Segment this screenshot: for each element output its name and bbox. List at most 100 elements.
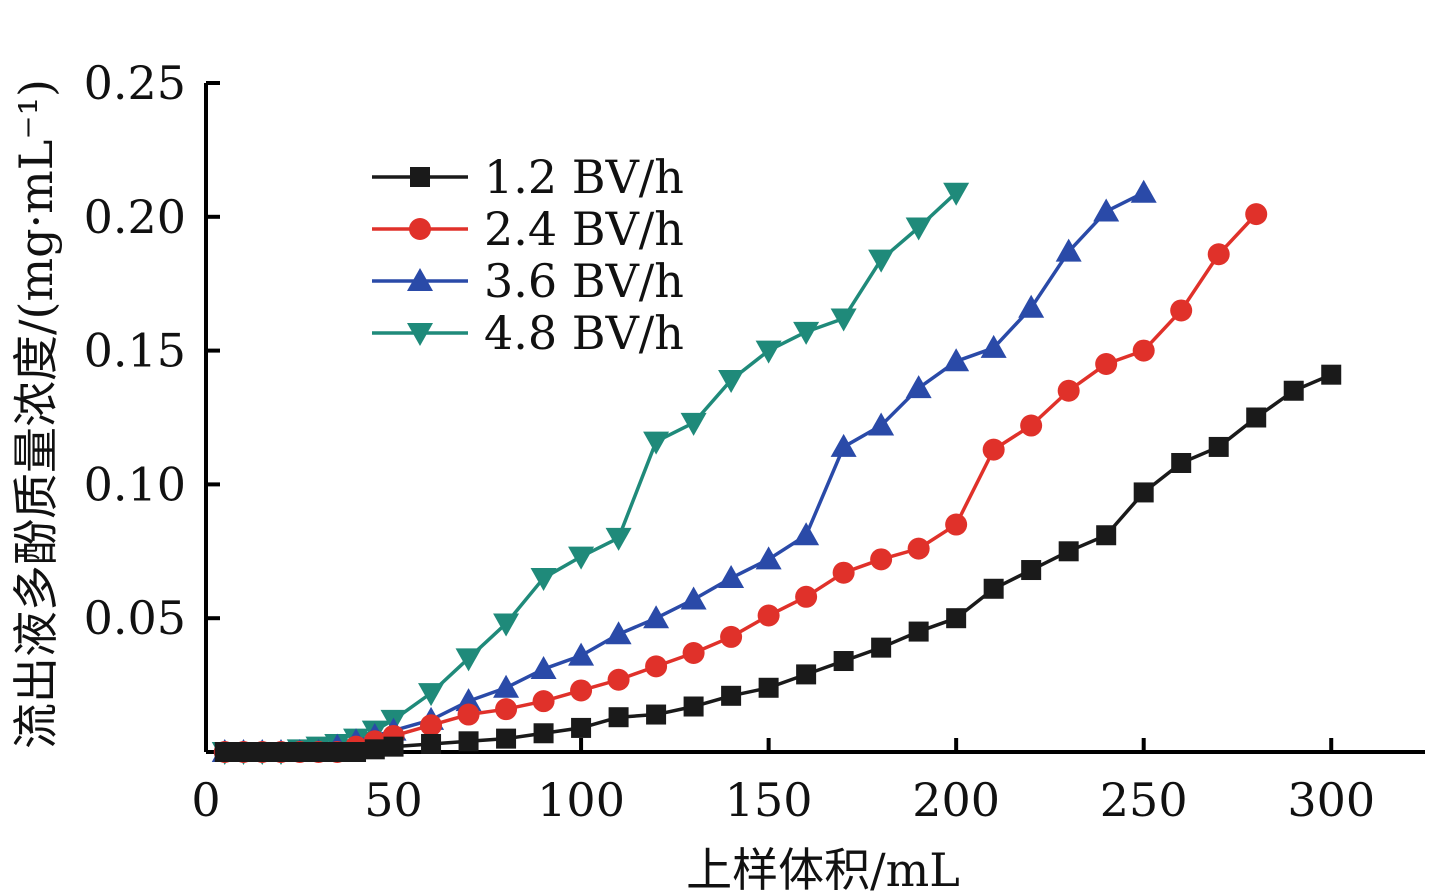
data-point [568,642,595,666]
x-tick-label: 200 [912,773,1000,827]
data-point [833,651,854,672]
data-point [832,561,855,584]
data-point [682,641,705,664]
legend-label: 4.8 BV/h [484,306,684,360]
legend: 1.2 BV/h2.4 BV/h3.6 BV/h4.8 BV/h [372,150,684,360]
legend-marker [407,268,433,291]
data-point [233,742,254,762]
data-point [495,698,518,721]
legend-label: 1.2 BV/h [484,150,684,204]
data-point [943,182,970,206]
data-point [683,696,704,717]
data-point [607,668,630,691]
data-point [718,565,745,589]
data-point [289,742,310,762]
data-point [530,568,557,592]
plot-area [211,179,1342,765]
data-point [945,513,968,536]
x-tick-label: 300 [1287,773,1375,827]
data-point [1018,294,1045,318]
data-point [1170,299,1193,322]
data-point [643,605,670,629]
x-axis-title: 上样体积/mL [686,843,960,895]
legend-marker [409,218,431,240]
series-line [224,212,1258,754]
data-point [532,690,555,713]
data-point [418,683,445,707]
data-point [1095,352,1118,375]
data-point [605,621,632,645]
data-point [346,742,367,762]
data-point [455,648,482,672]
data-point [493,674,520,698]
data-point [980,334,1007,358]
data-point [327,742,348,762]
data-point [830,308,857,332]
data-point [907,537,930,560]
data-point [943,348,970,372]
data-point [796,664,817,685]
data-point [533,723,554,744]
data-point [870,548,893,571]
legend-label: 3.6 BV/h [484,254,684,308]
data-point [793,321,820,345]
data-point [570,679,593,702]
data-point [455,688,482,712]
x-tick-label: 150 [725,773,813,827]
x-tick-label: 0 [191,773,220,827]
y-tick-label: 0.10 [84,457,186,511]
data-point [214,742,235,762]
data-point [905,217,932,241]
data-point [1245,203,1268,226]
data-point [568,546,595,570]
data-point [1208,436,1229,457]
data-point [718,370,745,394]
data-point [1132,339,1155,362]
data-point [946,608,967,629]
data-point [271,742,292,762]
data-point [795,585,818,608]
data-point [605,527,632,551]
y-tick-label: 0.20 [84,190,186,244]
data-point [1096,525,1117,546]
data-point [721,685,742,706]
y-tick-label: 0.05 [84,591,186,645]
data-point [982,438,1005,461]
data-point [1133,482,1154,503]
data-point [457,703,480,726]
data-point [1057,379,1080,402]
y-axis-title: 流出液多酚质量浓度/(mg·mL⁻¹) [9,79,63,749]
data-point [1246,407,1267,428]
x-tick-label: 50 [364,773,423,827]
data-point [983,578,1004,599]
data-point [1058,541,1079,562]
data-point [1207,243,1230,266]
y-tick-label: 0.25 [84,56,186,110]
data-point [871,637,892,658]
data-point [1021,560,1042,581]
legend-label: 2.4 BV/h [484,202,684,256]
data-point [383,736,404,757]
data-point [493,613,520,637]
data-point [1321,364,1342,385]
data-point [1020,414,1043,437]
data-point [643,431,670,455]
data-point [608,707,629,728]
data-point [905,375,932,399]
data-point [646,704,667,725]
data-point [868,412,895,436]
data-point [364,739,385,760]
data-point [758,677,779,698]
data-point [1171,452,1192,473]
data-point [530,656,557,680]
data-point [868,249,895,273]
data-point [755,546,782,570]
data-point [830,433,857,457]
data-point [1093,198,1120,222]
data-point [680,412,707,436]
data-point [571,717,592,738]
data-point [252,742,273,762]
data-point [720,625,743,648]
data-point [793,522,820,546]
